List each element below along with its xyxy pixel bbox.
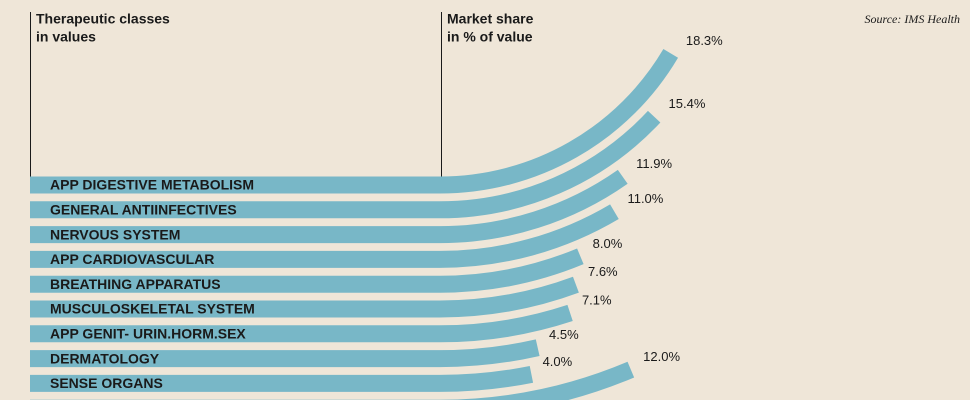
- value-label: 7.6%: [588, 264, 618, 279]
- category-label: DERMATOLOGY: [50, 350, 160, 366]
- value-label: 4.0%: [543, 354, 573, 369]
- value-header: in % of value: [447, 29, 533, 45]
- bar: [30, 204, 619, 268]
- value-header: Market share: [447, 11, 534, 27]
- bar: [30, 169, 628, 244]
- value-label: 12.0%: [643, 349, 680, 364]
- bar: [30, 366, 534, 392]
- category-label: BREATHING APPARATUS: [50, 276, 221, 292]
- category-label: APP DIGESTIVE METABOLISM: [50, 177, 254, 193]
- value-label: 18.3%: [686, 33, 723, 48]
- bar: [30, 110, 661, 219]
- source: Source: IMS Health: [864, 12, 960, 26]
- bar: [30, 304, 573, 343]
- value-label: 11.0%: [627, 191, 663, 206]
- bar: [30, 339, 540, 368]
- category-label: APP CARDIOVASCULAR: [50, 251, 214, 267]
- category-header: Therapeutic classes: [36, 11, 170, 27]
- bar: [30, 248, 584, 293]
- value-label: 15.4%: [669, 96, 706, 111]
- category-label: NERVOUS SYSTEM: [50, 226, 180, 242]
- category-header: in values: [36, 29, 96, 45]
- value-label: 4.5%: [549, 327, 579, 342]
- bar: [30, 49, 679, 194]
- value-label: 8.0%: [593, 236, 623, 251]
- category-label: APP GENIT- URIN.HORM.SEX: [50, 326, 246, 342]
- value-label: 11.9%: [636, 156, 672, 171]
- category-label: GENERAL ANTIINFECTIVES: [50, 202, 237, 218]
- category-label: MUSCULOSKELETAL SYSTEM: [50, 301, 255, 317]
- value-label: 7.1%: [582, 292, 612, 307]
- bar: [30, 361, 635, 400]
- bar: [30, 276, 579, 318]
- category-label: SENSE ORGANS: [50, 375, 163, 391]
